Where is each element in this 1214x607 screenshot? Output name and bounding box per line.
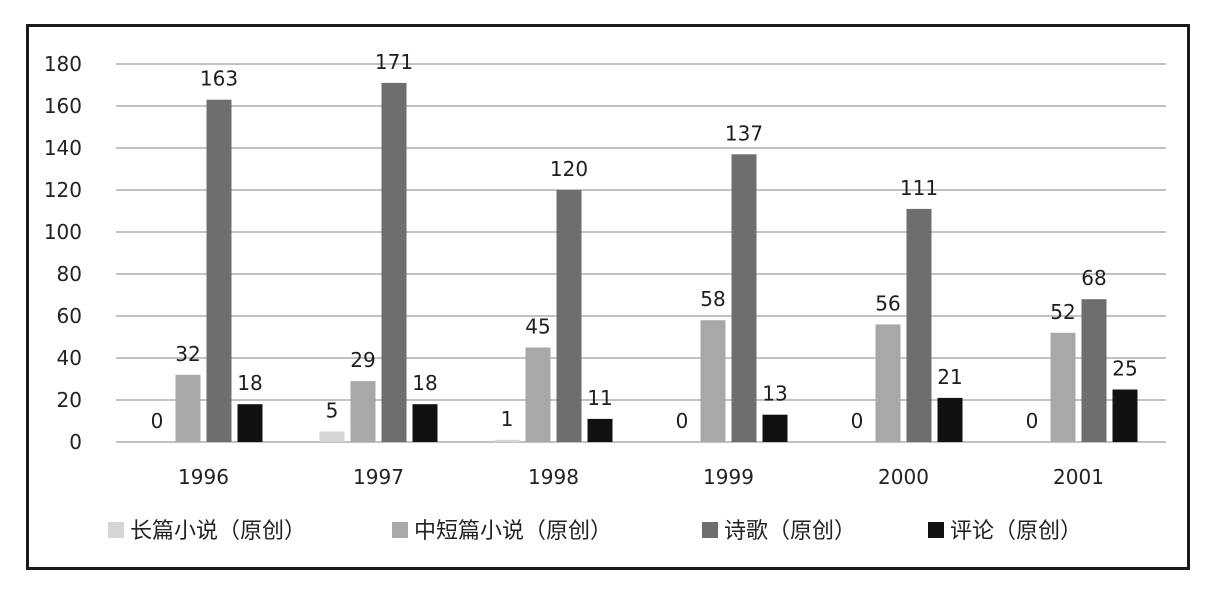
data-label: 21 [937,365,962,389]
bar [556,190,582,442]
bars [175,82,1138,443]
data-label: 0 [151,409,164,433]
data-label: 68 [1081,266,1106,290]
bar [412,404,438,442]
data-label: 111 [900,176,938,200]
data-label: 45 [525,315,550,339]
x-tick-label: 1997 [353,465,404,489]
y-tick-label: 160 [44,94,82,118]
bar [762,414,788,442]
data-label: 52 [1050,300,1075,324]
x-axis-ticks: 1996 1997 1998 1999 2000 2001 [178,465,1104,489]
bar [175,374,201,442]
data-label: 11 [587,386,612,410]
data-label: 0 [851,409,864,433]
legend-label: 长篇小说（原创） [130,519,306,544]
bar [525,347,551,442]
legend-swatch [928,522,944,538]
y-tick-label: 60 [57,304,82,328]
y-tick-label: 20 [57,388,82,412]
bar [319,431,345,442]
y-tick-label: 100 [44,220,82,244]
data-label: 171 [375,50,413,74]
x-tick-label: 1996 [178,465,229,489]
data-label: 120 [550,157,588,181]
data-label: 0 [676,409,689,433]
gridlines [116,63,1166,443]
bar [1050,332,1076,442]
data-label: 25 [1112,357,1137,381]
legend-swatch [702,522,718,538]
data-label: 18 [237,371,262,395]
bar [731,154,757,443]
legend-swatch [392,522,408,538]
bar [937,397,963,442]
y-tick-label: 140 [44,136,82,160]
data-label: 32 [175,342,200,366]
legend-label: 诗歌（原创） [724,519,856,544]
data-label: 13 [762,382,787,406]
bar [700,320,726,442]
data-label: 163 [200,67,238,91]
y-tick-label: 120 [44,178,82,202]
bar [875,324,901,442]
bar [906,208,932,442]
data-label: 18 [412,371,437,395]
x-tick-label: 2000 [878,465,929,489]
x-tick-label: 1999 [703,465,754,489]
legend-swatch [108,522,124,538]
legend-label: 评论（原创） [950,519,1082,544]
y-tick-label: 40 [57,346,82,370]
y-tick-label: 0 [69,430,82,454]
bar [1081,299,1107,442]
legend: 长篇小说（原创） 中短篇小说（原创） 诗歌（原创） 评论（原创） [108,519,1082,544]
data-label: 5 [326,399,339,423]
data-label: 137 [725,121,763,145]
bar [587,418,613,442]
bar [350,381,376,442]
bar [1112,389,1138,442]
y-tick-label: 80 [57,262,82,286]
data-label: 0 [1026,409,1039,433]
legend-label: 中短篇小说（原创） [414,519,612,544]
bar [206,99,232,442]
y-tick-label: 180 [44,52,82,76]
bar [237,404,263,442]
bar [381,82,407,443]
data-labels: 0 32 163 18 5 29 171 18 1 45 120 11 0 58 137 13 0 56 111 21… [151,50,1138,433]
x-tick-label: 1998 [528,465,579,489]
data-label: 56 [875,291,900,315]
x-tick-label: 2001 [1053,465,1104,489]
data-label: 1 [501,407,514,431]
y-axis-ticks: 0 20 40 60 80 100 120 140 160 180 [44,52,82,454]
data-label: 58 [700,287,725,311]
data-label: 29 [350,348,375,372]
bar [494,439,520,442]
